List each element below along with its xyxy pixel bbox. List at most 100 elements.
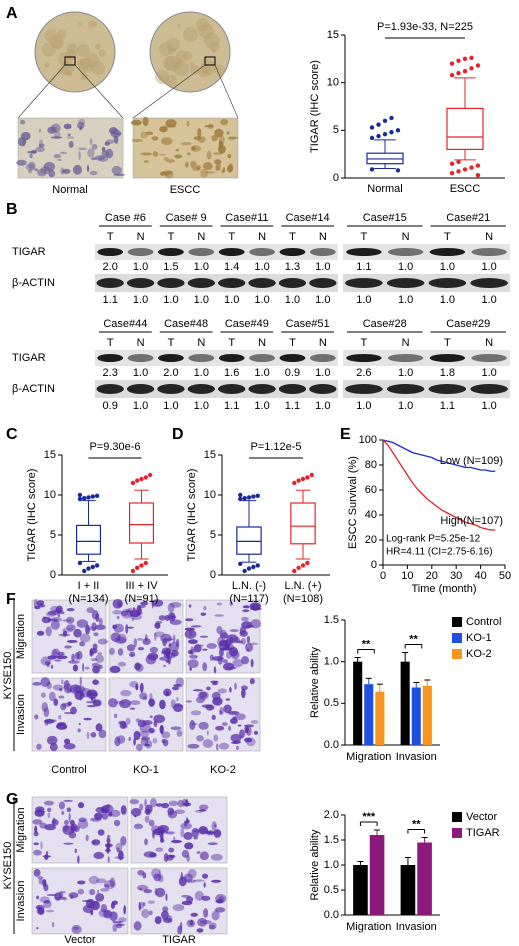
- band: [309, 278, 337, 288]
- blot-strip: [95, 244, 338, 260]
- stain-spot: [40, 841, 43, 850]
- zoom-line: [132, 64, 206, 119]
- stain-spot: [92, 699, 102, 707]
- stain-spot: [63, 123, 72, 130]
- outlier: [255, 493, 260, 498]
- stain-spot: [121, 723, 128, 729]
- stain-spot: [117, 648, 124, 656]
- stain-spot: [183, 832, 193, 840]
- significance: ***: [362, 811, 376, 823]
- stain-spot: [236, 745, 239, 750]
- stain-spot: [66, 807, 72, 813]
- stain-spot: [36, 806, 44, 812]
- y-tick-label: 0: [333, 172, 339, 184]
- band-value: 1.1: [224, 400, 239, 412]
- stain-spot: [97, 889, 100, 894]
- stain-spot: [189, 654, 198, 659]
- stain-spot: [106, 834, 111, 839]
- outlier: [255, 563, 260, 568]
- outlier: [382, 131, 388, 137]
- x-tick-sublabel: (N=117): [229, 593, 268, 605]
- band-value: 1.1: [285, 400, 300, 412]
- stain-spot: [76, 619, 89, 628]
- stain-spot: [98, 664, 103, 670]
- band-value: 1.0: [254, 400, 269, 412]
- legend-swatch: [452, 649, 462, 659]
- band: [127, 248, 154, 256]
- case-label: Case #6: [105, 212, 146, 224]
- tissue-texture: [91, 61, 106, 75]
- band: [429, 248, 466, 256]
- case-label: Case#28: [363, 318, 407, 330]
- stain-spot: [109, 665, 121, 674]
- band-value: 2.0: [103, 261, 118, 273]
- stain-spot: [233, 636, 241, 644]
- stain-spot: [43, 707, 50, 718]
- stain-spot: [153, 873, 162, 882]
- y-tick-label: 0.5: [324, 884, 339, 896]
- stain-spot: [144, 809, 151, 815]
- y-tick-label: 5: [50, 529, 56, 541]
- outlier: [130, 568, 136, 574]
- stain-spot: [43, 800, 55, 806]
- stain-spot: [133, 638, 137, 648]
- band: [387, 248, 424, 256]
- stain-spot: [46, 893, 58, 896]
- case-label: Case#48: [164, 318, 208, 330]
- stain-spot: [139, 730, 150, 738]
- stain-spot: [159, 656, 170, 661]
- tissue-texture: [203, 33, 220, 49]
- lane-label: T: [228, 337, 235, 349]
- outlier: [82, 496, 87, 501]
- stain-spot: [101, 808, 109, 813]
- band-value: 1.0: [194, 294, 209, 306]
- stain-spot: [191, 827, 200, 838]
- stain-spot: [216, 743, 219, 751]
- stain-spot: [141, 908, 150, 919]
- stain-spot: [168, 800, 179, 807]
- stain-spot: [241, 688, 246, 699]
- y-tick-label: 1.5: [324, 834, 339, 846]
- y-tick-label: 1.0: [324, 859, 339, 871]
- tissue-texture: [56, 29, 67, 40]
- panel-label: D: [172, 426, 184, 443]
- stain-spot: [38, 128, 42, 133]
- stain-spot: [113, 819, 121, 827]
- stain-spot: [163, 664, 167, 667]
- outlier: [296, 565, 301, 570]
- side-label: KYSE150: [2, 652, 14, 700]
- stain-spot: [155, 803, 163, 807]
- outlier: [143, 560, 148, 566]
- box: [236, 526, 262, 555]
- lane-label: T: [168, 337, 175, 349]
- stain-spot: [161, 831, 169, 834]
- stain-spot: [189, 667, 192, 671]
- stain-spot: [142, 696, 148, 701]
- stain-spot: [190, 710, 202, 716]
- stain-spot: [131, 138, 143, 143]
- legend-label: Vector: [466, 811, 498, 823]
- outlier: [246, 495, 252, 500]
- legend-swatch: [452, 617, 462, 627]
- stain-spot: [205, 831, 214, 834]
- stain-spot: [186, 896, 194, 903]
- stain-spot: [73, 628, 82, 638]
- y-axis-label: Relative ability: [309, 647, 321, 718]
- x-tick-label: 30: [450, 570, 462, 582]
- y-tick-label: 10: [204, 489, 216, 501]
- stain-spot: [187, 650, 193, 655]
- case-label: Case# 9: [166, 212, 207, 224]
- stain-spot: [171, 686, 180, 691]
- tissue-texture: [183, 51, 193, 61]
- band: [471, 354, 507, 362]
- stain-spot: [162, 906, 169, 913]
- stain-spot: [175, 148, 180, 152]
- band-value: 1.0: [440, 261, 455, 273]
- stain-spot: [95, 878, 107, 884]
- stain-spot: [111, 900, 118, 906]
- stain-spot: [147, 900, 156, 904]
- band: [279, 354, 306, 362]
- stain-spot: [130, 119, 142, 126]
- image-label: Normal: [52, 184, 87, 196]
- image-label: KO-2: [210, 764, 236, 776]
